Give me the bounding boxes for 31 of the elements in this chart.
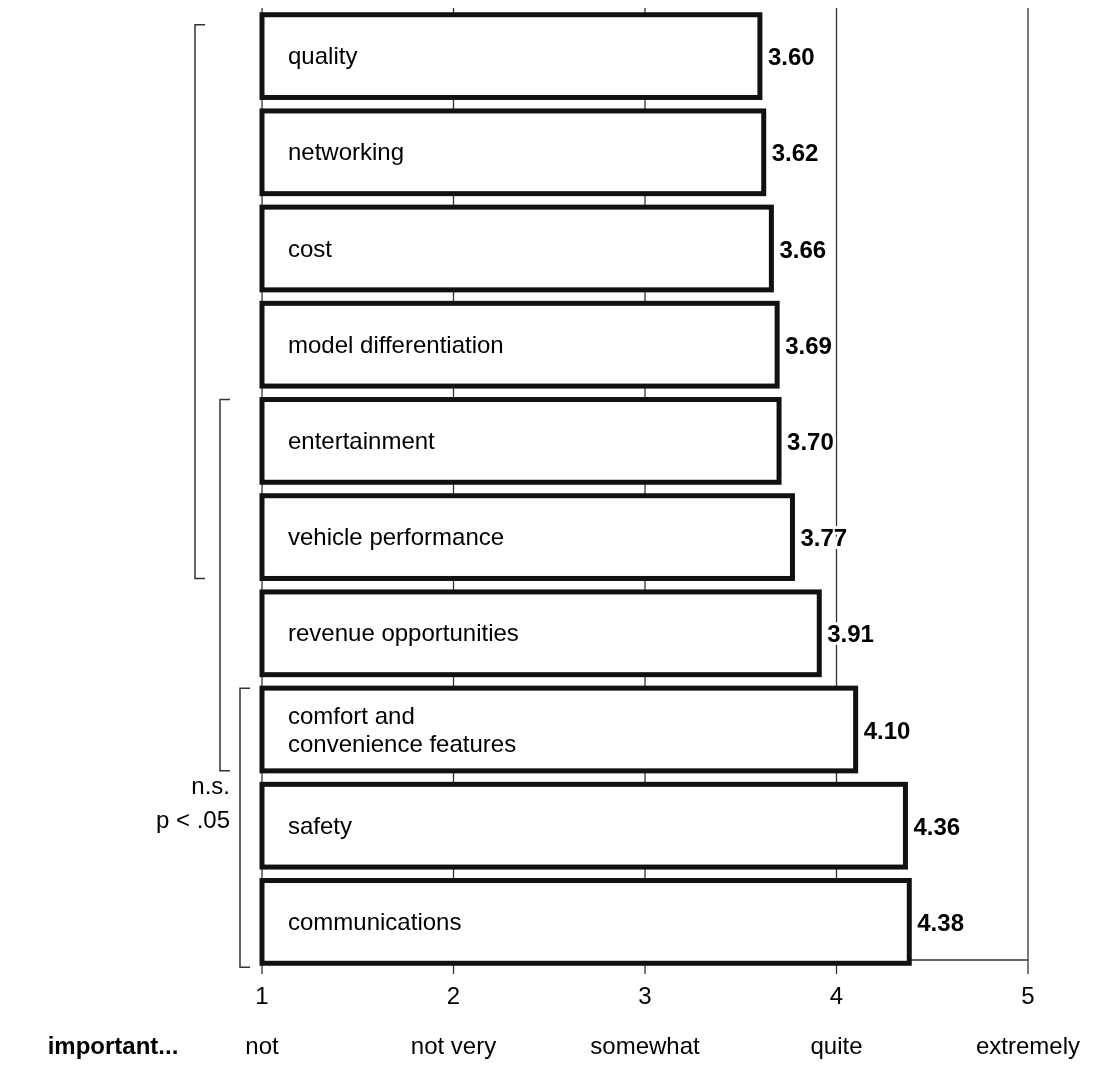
y-tick-label: quality <box>288 42 358 70</box>
text: n.s. <box>191 772 230 800</box>
text: not <box>245 1032 280 1059</box>
y-tick-label: networking <box>288 138 405 166</box>
x-tick-label: 4 <box>829 982 844 1009</box>
x-tick-label: 3 <box>638 982 652 1009</box>
y-tick-label: model differentiation <box>288 330 504 358</box>
text: somewhat <box>590 1032 701 1059</box>
data-label: 3.66 <box>779 235 827 263</box>
text: extremely <box>975 1032 1081 1059</box>
data-label: 4.38 <box>917 908 964 936</box>
data-label: 3.69 <box>785 331 832 359</box>
x-axis-title: important... <box>47 1032 179 1059</box>
y-tick-label: communications <box>288 907 462 935</box>
data-label: 4.36 <box>913 812 961 840</box>
x-tick-label: 2 <box>446 982 461 1009</box>
y-tick-label: cost <box>288 234 333 262</box>
y-tick-label: comfort and convenience features <box>288 701 517 757</box>
y-tick-label: entertainment <box>288 426 436 454</box>
x-tick-label: 1 <box>255 982 269 1009</box>
data-label: 3.62 <box>771 139 819 167</box>
text: not very <box>410 1032 497 1059</box>
y-tick-label: revenue opportunities <box>288 619 519 647</box>
text: quite <box>810 1032 863 1059</box>
y-tick-label: vehicle performance <box>288 523 505 551</box>
data-label: 3.60 <box>767 43 815 71</box>
data-label: 4.10 <box>863 716 911 744</box>
y-tick-label: safety <box>288 811 353 839</box>
x-tick-label: 5 <box>1021 982 1035 1009</box>
data-label: 3.70 <box>787 427 834 455</box>
text: p < .05 <box>155 806 230 834</box>
